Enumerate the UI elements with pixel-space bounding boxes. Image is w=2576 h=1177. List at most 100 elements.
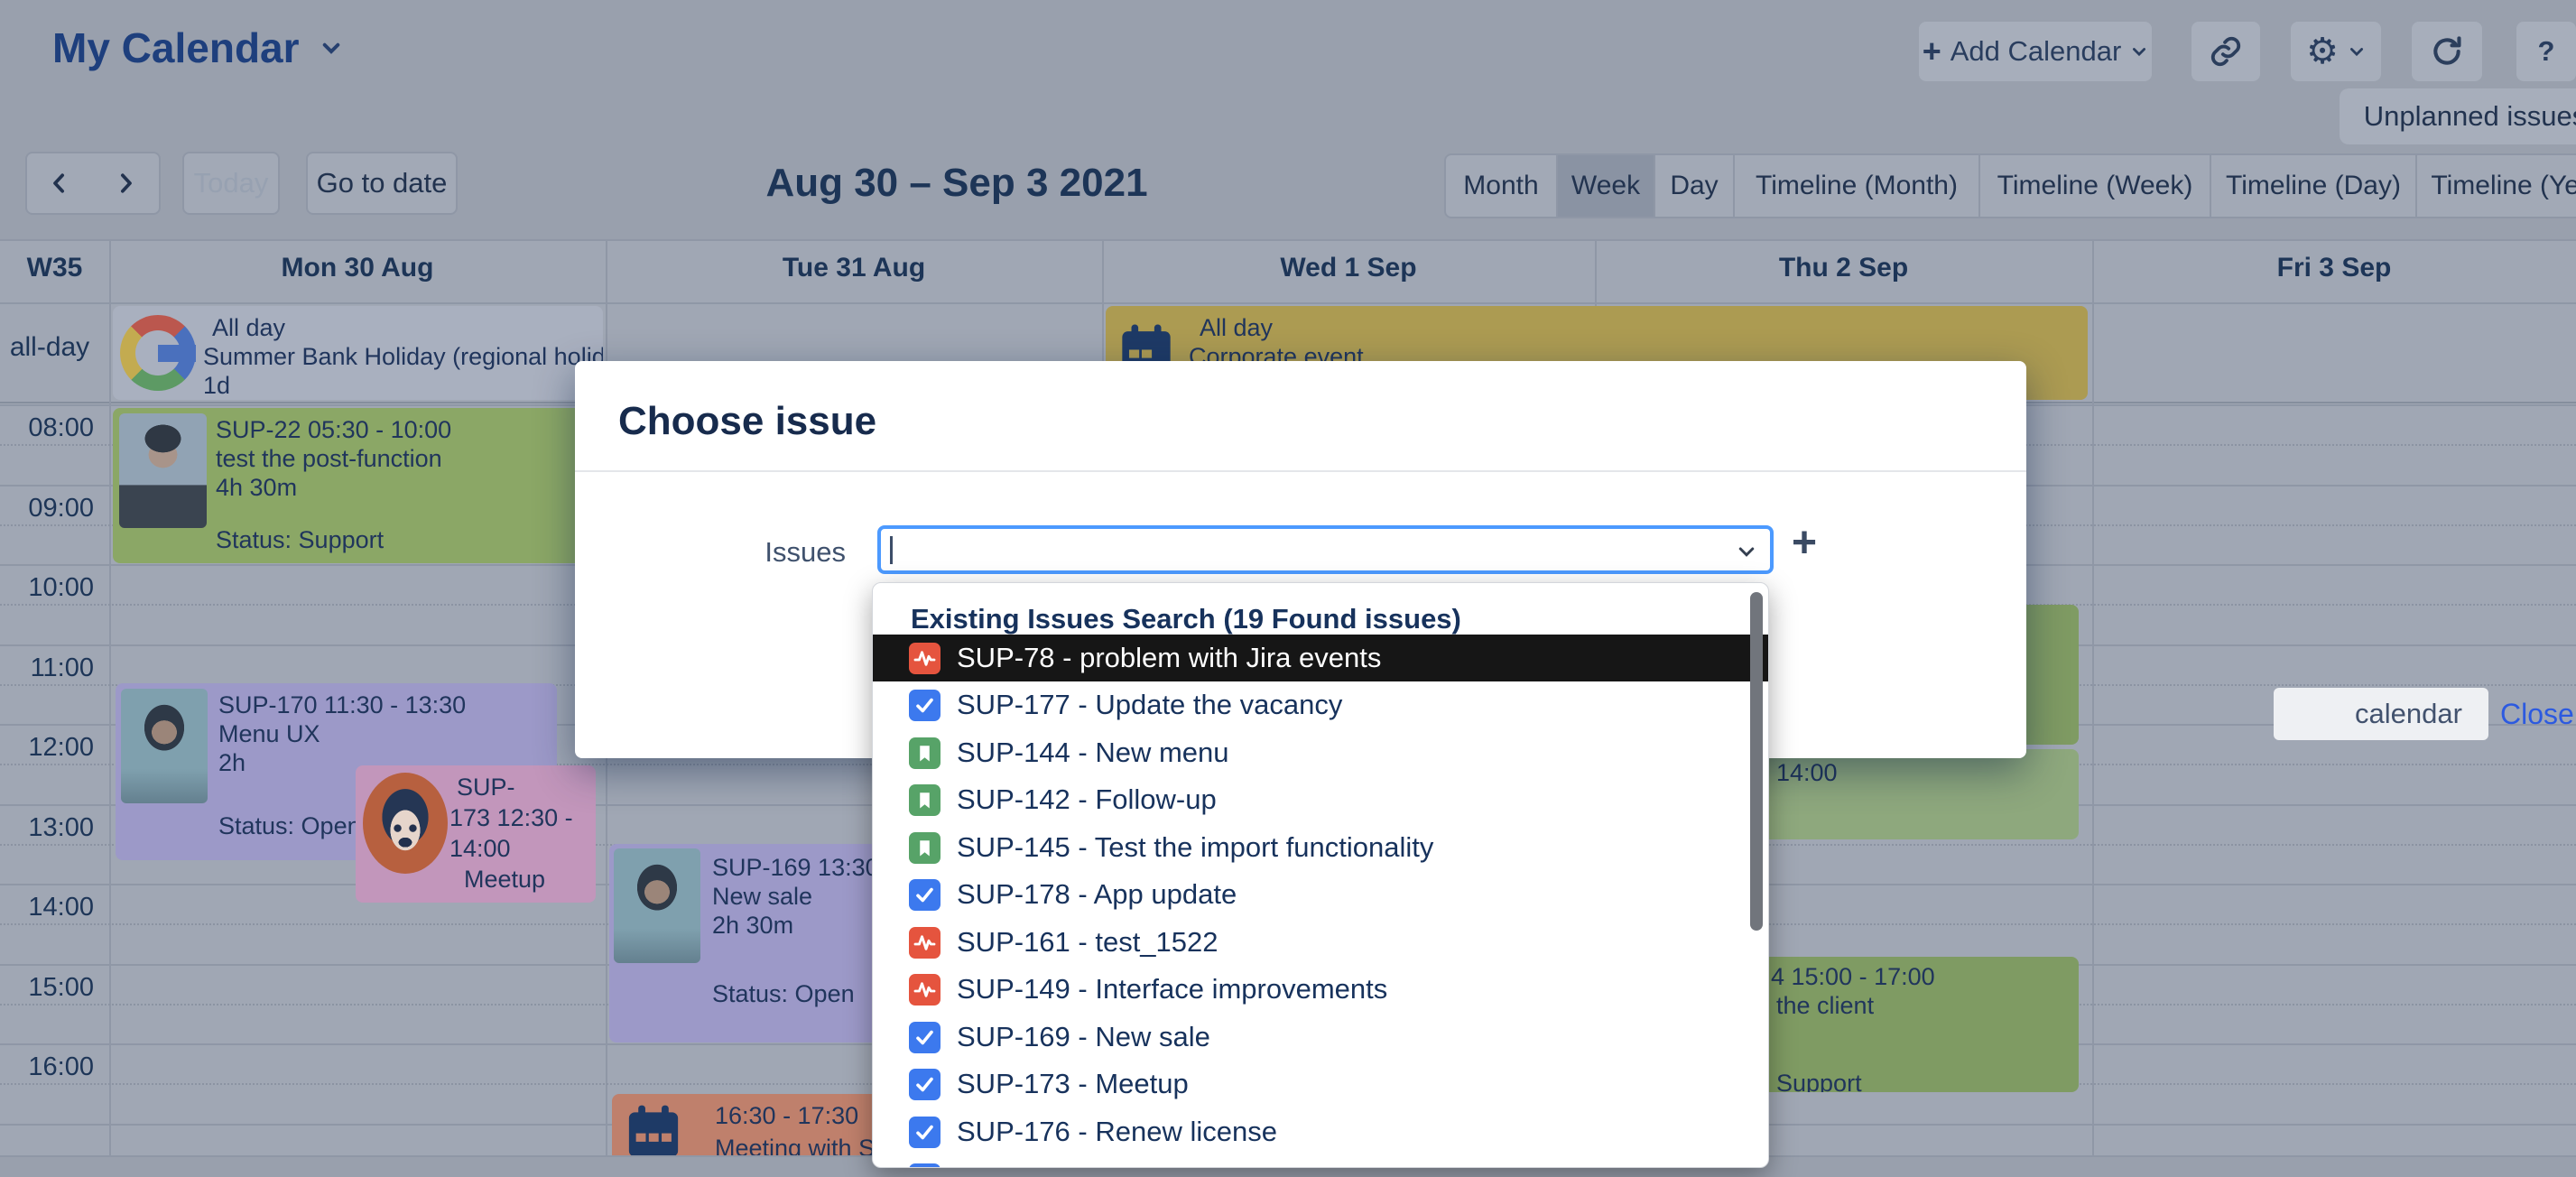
tab-month[interactable]: Month [1463,171,1539,200]
event-sup-173[interactable]: SUP- 173 12:30 - 14:00 Meetup [356,765,596,903]
issue-select-input[interactable] [877,525,1774,574]
add-issue-row-button[interactable]: + [1792,519,1818,567]
time-label: 08:00 [28,413,94,442]
tab-timeline-year[interactable]: Timeline (Year) [2415,155,2576,217]
unplanned-issues-label: Unplanned issues [2363,100,2576,132]
tab-week[interactable]: Week [1556,155,1654,217]
divider [575,470,2026,472]
issue-option[interactable]: SUP-145 - Test the import functionality [873,824,1768,871]
issue-option[interactable]: SUP-78 - problem with Jira events [873,635,1768,681]
add-calendar-button[interactable]: + Add Calendar [1919,22,2152,81]
time-label: 11:00 [30,653,94,682]
grid-line [109,239,111,1155]
time-label: 14:00 [28,893,94,922]
share-link-button[interactable] [2191,22,2260,81]
time-label: 15:00 [28,973,94,1002]
go-to-date-button[interactable]: Go to date [306,152,458,215]
chevron-down-icon [320,36,343,60]
issue-option[interactable]: SUP-178 - App update [873,871,1768,918]
issue-option[interactable]: SUP-149 - Interface improvements [873,966,1768,1013]
text-caret [890,536,893,564]
view-tabs: Month Week Day Timeline (Month) Timeline… [1444,153,2576,218]
issue-option[interactable]: SUP-177 - Update the vacancy [873,681,1768,728]
story-icon [909,783,941,816]
date-range-title: Aug 30 – Sep 3 2021 [765,161,1148,205]
close-button[interactable]: Close [2500,698,2574,730]
grid-line [0,302,2576,304]
refresh-icon [2430,34,2464,69]
avatar [119,413,207,528]
modal-title: Choose issue [618,399,877,443]
task-icon [909,1163,941,1167]
issue-option[interactable]: SUP-173 - Meetup [873,1061,1768,1107]
issue-option[interactable]: SUP-144 - New menu [873,729,1768,776]
plus-icon: + [1922,32,1941,70]
task-icon [909,689,941,721]
calendar-title-label: My Calendar [52,24,300,71]
issues-field-label: Issues [764,536,846,568]
bug-icon [909,926,941,959]
dropdown-header: Existing Issues Search (19 Found issues) [911,603,1461,635]
task-icon [909,878,941,911]
avatar [614,848,700,963]
event-sup-22[interactable]: SUP-22 05:30 - 10:00 test the post-funct… [113,408,602,563]
event-summer-bank-holiday[interactable]: All day Summer Bank Holiday (regional ho… [113,306,603,400]
tab-timeline-month[interactable]: Timeline (Month) [1733,155,1978,217]
next-week-button[interactable] [92,152,161,215]
issue-option[interactable]: SUP-176 - Renew license [873,1108,1768,1155]
week-number-label: W35 [26,253,83,283]
google-logo-icon [120,315,196,391]
grid-line [0,239,2576,241]
day-header-fri: Fri 3 Sep [2276,253,2392,283]
prev-week-button[interactable] [25,152,94,215]
status-badge: Status: Open [712,980,855,1007]
day-header-thu: Thu 2 Sep [1778,253,1909,283]
status-badge: Status: Open [218,812,361,839]
tab-timeline-week[interactable]: Timeline (Week) [1978,155,2210,217]
task-icon [909,1068,941,1100]
time-label: 13:00 [28,813,94,842]
add-calendar-label: Add Calendar [1950,35,2122,67]
grid-line [2092,239,2094,1155]
refresh-button[interactable] [2412,22,2482,81]
add-to-calendar-button[interactable]: calendar [2274,688,2488,740]
settings-button[interactable]: ⚙ [2291,22,2381,81]
time-label: 09:00 [28,494,94,523]
scrollbar-thumb[interactable] [1750,592,1763,931]
issue-option[interactable] [873,1155,1768,1167]
bug-icon [909,973,941,1006]
chevron-down-icon [2348,42,2366,60]
time-label: 10:00 [28,573,94,602]
time-label: 16:00 [28,1052,94,1081]
status-badge: Status: Support [216,526,385,553]
issue-option[interactable]: SUP-161 - test_1522 [873,919,1768,966]
chevron-down-icon [1736,541,1757,562]
story-icon [909,831,941,864]
chevron-left-icon [46,170,73,197]
help-button[interactable]: ? [2516,22,2576,81]
avatar [121,689,208,803]
day-header-wed: Wed 1 Sep [1280,253,1417,283]
issue-option[interactable]: SUP-169 - New sale [873,1014,1768,1061]
unplanned-issues-tab[interactable]: Unplanned issues [2340,88,2576,144]
chevron-down-icon [2130,42,2148,60]
bug-icon [909,642,941,674]
time-label: 12:00 [28,733,94,762]
all-day-label: all-day [9,332,90,362]
task-icon [909,1116,941,1148]
avatar [363,773,448,874]
calendar-icon [625,1103,682,1155]
day-header-tue: Tue 31 Aug [782,253,926,283]
tab-day[interactable]: Day [1654,155,1733,217]
chevron-right-icon [112,170,139,197]
gear-icon: ⚙ [2306,32,2339,71]
tab-timeline-day[interactable]: Timeline (Day) [2210,155,2415,217]
issue-option[interactable]: SUP-142 - Follow-up [873,776,1768,823]
today-button[interactable]: Today [182,152,280,215]
link-icon [2209,34,2243,69]
page-title[interactable]: My Calendar [52,23,343,72]
go-to-date-label: Go to date [316,167,448,199]
today-label: Today [193,167,269,199]
day-header-mon: Mon 30 Aug [281,253,434,283]
